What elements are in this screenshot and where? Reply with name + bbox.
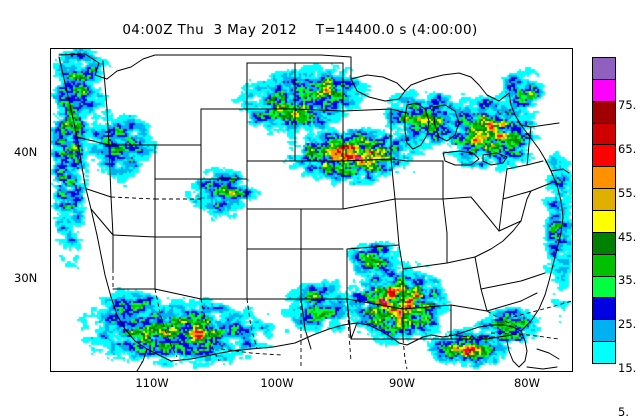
colorbar-band-35	[593, 209, 615, 232]
colorbar-tick-35: 35.	[618, 273, 637, 288]
map-plot-area[interactable]	[50, 48, 573, 372]
colorbar-band-60	[593, 100, 615, 123]
colorbar-band-5	[593, 341, 615, 363]
colorbar-tick-25: 25.	[618, 317, 637, 332]
colorbar-band-20	[593, 275, 615, 298]
colorbar-tick-65: 65.	[618, 141, 637, 156]
colorbar-tick-45: 45.	[618, 229, 637, 244]
colorbar-tick-labels: 75. 65. 55. 45. 35. 25. 15. 5.	[618, 48, 640, 419]
x-tick-110w: 110W	[135, 376, 169, 390]
colorbar-band-55	[593, 122, 615, 145]
radar-reflectivity-field	[51, 49, 572, 371]
colorbar-band-30	[593, 231, 615, 254]
y-tick-40n: 40N	[14, 145, 38, 159]
reflectivity-colorbar	[592, 57, 616, 364]
figure-title: 04:00Z Thu 3 May 2012 T=14400.0 s (4:00:…	[122, 22, 478, 38]
colorbar-tick-5: 5.	[618, 405, 629, 419]
colorbar-tick-75: 75.	[618, 98, 637, 112]
colorbar-band-15	[593, 297, 615, 320]
colorbar-band-40	[593, 188, 615, 210]
colorbar-band-10	[593, 319, 615, 342]
colorbar-band-50	[593, 144, 615, 167]
x-tick-90w: 90W	[388, 376, 416, 390]
map-boundaries-overlay	[58, 53, 572, 371]
colorbar-band-45	[593, 166, 615, 189]
colorbar-band-25	[593, 253, 615, 276]
x-tick-80w: 80W	[513, 376, 541, 390]
colorbar-band-70	[593, 57, 615, 79]
colorbar-band-65	[593, 78, 615, 101]
x-tick-100w: 100W	[260, 376, 294, 390]
radar-map-figure: 04:00Z Thu 3 May 2012 T=14400.0 s (4:00:…	[14, 22, 640, 419]
y-tick-30n: 30N	[14, 271, 38, 285]
colorbar-tick-55: 55.	[618, 185, 637, 200]
colorbar-tick-15: 15.	[618, 361, 637, 376]
